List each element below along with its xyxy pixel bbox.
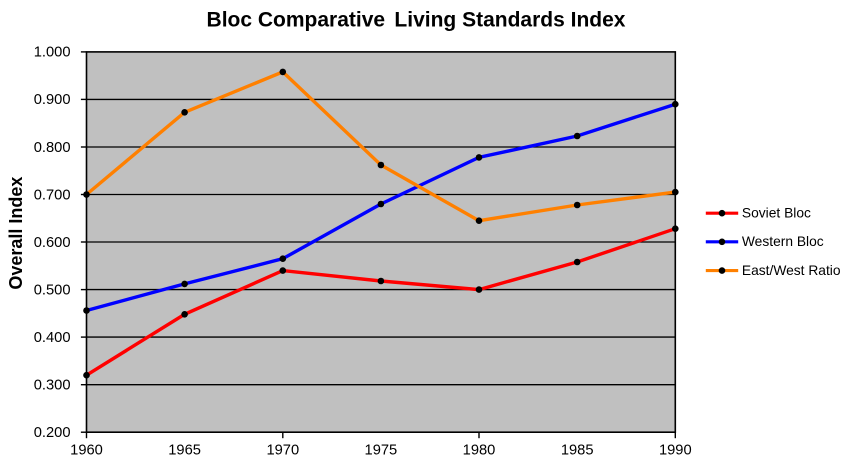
svg-text:Western Bloc: Western Bloc [742, 234, 824, 249]
svg-text:0.600: 0.600 [34, 235, 71, 251]
svg-text:0.500: 0.500 [34, 282, 71, 298]
svg-text:1965: 1965 [168, 443, 201, 459]
svg-text:0.900: 0.900 [34, 92, 71, 108]
svg-text:Overall Index: Overall Index [6, 177, 26, 290]
svg-text:1980: 1980 [463, 443, 496, 459]
svg-text:1975: 1975 [365, 443, 398, 459]
svg-text:0.300: 0.300 [34, 378, 71, 394]
svg-text:1960: 1960 [70, 443, 103, 459]
svg-text:East/West Ratio: East/West Ratio [742, 263, 841, 278]
svg-text:Bloc Comparative Living Standa: Bloc Comparative Living Standards Index [207, 9, 626, 32]
svg-text:0.400: 0.400 [34, 330, 71, 346]
svg-text:0.700: 0.700 [34, 187, 71, 203]
svg-text:1985: 1985 [561, 443, 594, 459]
svg-text:0.200: 0.200 [34, 425, 71, 441]
svg-text:Soviet Bloc: Soviet Bloc [742, 206, 811, 221]
svg-text:1.000: 1.000 [34, 45, 71, 61]
svg-text:1990: 1990 [659, 443, 692, 459]
svg-text:0.800: 0.800 [34, 140, 71, 156]
svg-text:1970: 1970 [266, 443, 299, 459]
